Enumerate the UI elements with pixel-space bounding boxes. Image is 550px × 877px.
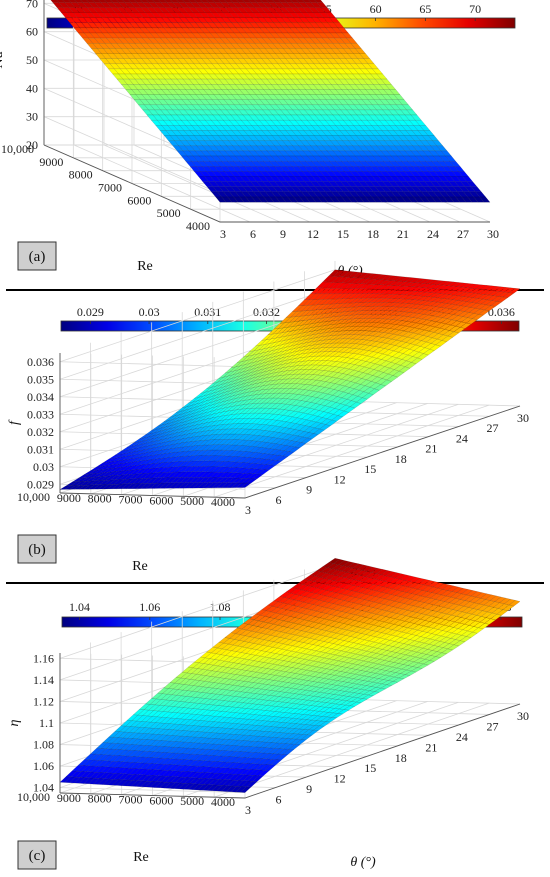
z-tick-label: 20 xyxy=(26,138,38,152)
y-tick-label: 4000 xyxy=(186,219,210,233)
x-tick-label: 3 xyxy=(245,503,251,517)
x-tick-label: 27 xyxy=(486,421,498,435)
surface-cell xyxy=(479,196,491,203)
panel-tag-box xyxy=(17,534,57,564)
y-tick-label: 5000 xyxy=(157,206,181,220)
z-tick-label: 0.032 xyxy=(27,425,54,439)
x-tick-label: 24 xyxy=(427,227,439,241)
y-tick-label: 8000 xyxy=(88,492,112,506)
z-tick-label: 40 xyxy=(26,81,38,95)
x-tick-label: 6 xyxy=(250,227,256,241)
colorbar-tick-label: 0.036 xyxy=(488,305,515,319)
z-tick-label: 0.036 xyxy=(27,355,54,369)
y-tick-label: 6000 xyxy=(149,493,173,507)
z-tick-label: 30 xyxy=(26,110,38,124)
x-tick-label: 15 xyxy=(337,227,349,241)
surface-cell xyxy=(508,288,521,294)
x-tick-label: 12 xyxy=(334,472,346,486)
surface-cell xyxy=(470,284,483,289)
colorbar-tick-label: 1.06 xyxy=(139,600,160,614)
colorbar-tick-label: 65 xyxy=(419,2,431,16)
x-tick-label: 24 xyxy=(456,431,468,445)
z-tick-label: 50 xyxy=(26,53,38,67)
x-tick-label: 3 xyxy=(220,227,226,241)
y-axis-label: Re xyxy=(137,259,153,274)
colorbar-tick-label: 1.08 xyxy=(210,600,231,614)
z-tick-label: 60 xyxy=(26,25,38,39)
colorbar-tick-label: 0.032 xyxy=(253,305,280,319)
y-tick-label: 10,000 xyxy=(17,490,50,504)
y-tick-label: 7000 xyxy=(119,493,143,507)
x-tick-label: 18 xyxy=(395,452,407,466)
y-tick-label: 6000 xyxy=(127,193,151,207)
panel-tag-label: (a) xyxy=(29,249,46,265)
y-tick-label: 7000 xyxy=(98,181,122,195)
x-tick-label: 21 xyxy=(425,442,437,456)
z-tick-label: 0.03 xyxy=(33,460,54,474)
x-tick-label: 30 xyxy=(517,411,529,425)
y-tick-label: 8000 xyxy=(69,168,93,182)
x-tick-label: 18 xyxy=(367,227,379,241)
x-tick-label: 9 xyxy=(306,483,312,497)
surface xyxy=(59,269,521,490)
floor-grid-line xyxy=(214,404,490,498)
z-tick-label: 0.031 xyxy=(27,442,54,456)
surface xyxy=(59,558,521,793)
x-tick-label: 6 xyxy=(276,493,282,507)
z-tick-label: 70 xyxy=(26,0,38,10)
z-tick-label: 0.029 xyxy=(27,477,54,491)
y-tick-label: 9000 xyxy=(57,491,81,505)
z-tick-label: 0.034 xyxy=(27,390,54,404)
z-tick-label: 0.035 xyxy=(27,372,54,386)
panel-b: 0.0290.030.0310.0320.0330.0340.0350.0363… xyxy=(7,261,529,581)
colorbar-tick-label: 60 xyxy=(370,2,382,16)
x-tick-label: 15 xyxy=(364,462,376,476)
floor-edge xyxy=(59,405,521,499)
colorbar-tick-label: 0.03 xyxy=(139,305,160,319)
x-tick-label: 9 xyxy=(280,227,286,241)
surface-cell xyxy=(484,285,497,291)
y-tick-label: 5000 xyxy=(180,494,204,508)
z-axis-label: f xyxy=(7,419,22,425)
x-tick-label: 27 xyxy=(457,227,469,241)
surface-cell xyxy=(394,276,407,282)
colorbar-tick-label: 70 xyxy=(469,2,481,16)
x-tick-label: 12 xyxy=(307,227,319,241)
x-tick-label: 30 xyxy=(487,227,499,241)
panel-c: 1.041.061.081.11.121.141.163691215182124… xyxy=(7,558,529,870)
colorbar-tick-label: 0.029 xyxy=(77,305,104,319)
y-tick-label: 9000 xyxy=(39,155,63,169)
floor-edge xyxy=(43,144,490,223)
surface xyxy=(50,0,491,203)
z-axis-label: Nu xyxy=(0,51,6,68)
z-tick-label: 0.033 xyxy=(27,407,54,421)
panel-a: 3035404550556065703691215182124273040005… xyxy=(0,0,516,279)
y-axis-label: Re xyxy=(132,559,148,574)
colorbar-tick-label: 1.04 xyxy=(69,600,90,614)
x-tick-label: 21 xyxy=(397,227,409,241)
y-tick-label: 10,000 xyxy=(1,142,34,156)
y-tick-label: 4000 xyxy=(211,495,235,509)
panel-tag-box xyxy=(17,241,57,271)
panel-tag-label: (b) xyxy=(28,542,46,558)
